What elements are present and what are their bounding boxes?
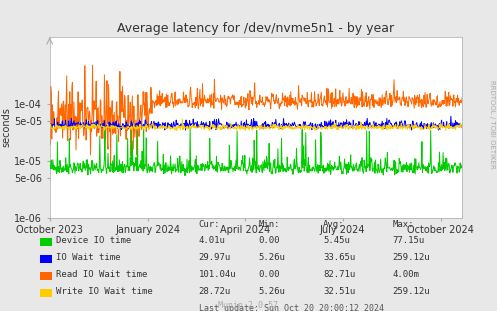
Text: 0.00: 0.00 xyxy=(258,235,280,244)
Text: 259.12u: 259.12u xyxy=(393,253,430,262)
Text: RRDTOOL / TOBI OETIKER: RRDTOOL / TOBI OETIKER xyxy=(489,80,495,169)
Text: 0.00: 0.00 xyxy=(258,270,280,279)
Text: 259.12u: 259.12u xyxy=(393,287,430,296)
Text: Munin 2.0.57: Munin 2.0.57 xyxy=(219,301,278,310)
Text: 32.51u: 32.51u xyxy=(323,287,355,296)
Text: 33.65u: 33.65u xyxy=(323,253,355,262)
Text: 5.26u: 5.26u xyxy=(258,287,285,296)
Text: 101.04u: 101.04u xyxy=(199,270,237,279)
Text: Max:: Max: xyxy=(393,220,414,229)
Text: Avg:: Avg: xyxy=(323,220,344,229)
Title: Average latency for /dev/nvme5n1 - by year: Average latency for /dev/nvme5n1 - by ye… xyxy=(117,22,395,35)
Text: Min:: Min: xyxy=(258,220,280,229)
Text: 4.01u: 4.01u xyxy=(199,235,226,244)
Text: Last update: Sun Oct 20 20:00:12 2024: Last update: Sun Oct 20 20:00:12 2024 xyxy=(199,304,384,311)
Text: 82.71u: 82.71u xyxy=(323,270,355,279)
Text: 28.72u: 28.72u xyxy=(199,287,231,296)
Text: 77.15u: 77.15u xyxy=(393,235,425,244)
Text: 5.26u: 5.26u xyxy=(258,253,285,262)
Text: Write IO Wait time: Write IO Wait time xyxy=(56,287,153,296)
Text: 29.97u: 29.97u xyxy=(199,253,231,262)
Text: 4.00m: 4.00m xyxy=(393,270,419,279)
Text: Cur:: Cur: xyxy=(199,220,220,229)
Text: Device IO time: Device IO time xyxy=(56,235,131,244)
Y-axis label: seconds: seconds xyxy=(1,108,11,147)
Text: Read IO Wait time: Read IO Wait time xyxy=(56,270,148,279)
Text: IO Wait time: IO Wait time xyxy=(56,253,121,262)
Text: 5.45u: 5.45u xyxy=(323,235,350,244)
